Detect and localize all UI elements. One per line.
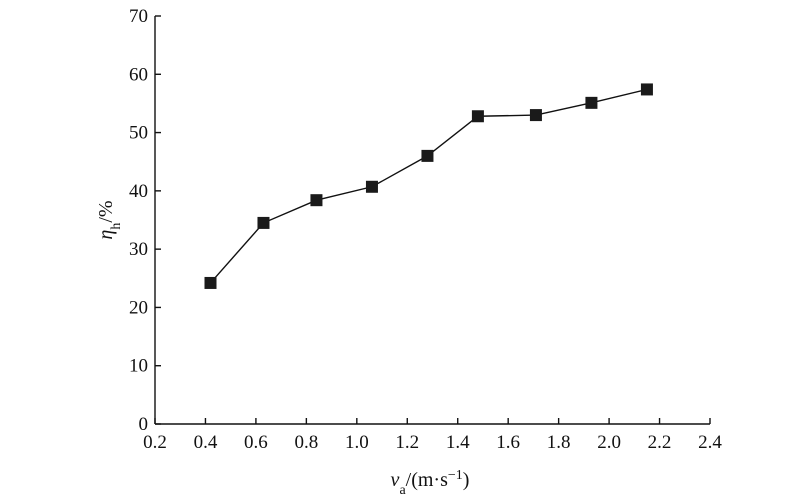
x-axis-subscript: a	[399, 483, 406, 498]
x-tick-label: 0.2	[143, 432, 167, 453]
y-tick-label: 0	[139, 414, 149, 435]
data-point	[640, 83, 653, 96]
y-axis-ticks: 0 10 20 30 40 50 60 70	[129, 6, 161, 435]
x-axis-symbol: v	[391, 469, 400, 491]
x-axis-ticks: 0.2 0.4 0.6 0.8 1.0 1.2 1.4 1.6 1.8 2.0 2.2 2.4	[143, 418, 722, 453]
y-tick-label: 40	[129, 181, 148, 202]
y-axis-title: ηh/%	[95, 200, 124, 239]
data-point	[585, 96, 598, 109]
x-tick-label: 0.8	[294, 432, 318, 453]
plot-area	[154, 16, 710, 425]
y-tick-label: 20	[129, 297, 148, 318]
data-point	[529, 109, 542, 122]
x-tick-label: 2.0	[597, 432, 621, 453]
x-tick-label: 1.4	[446, 432, 470, 453]
y-axis-symbol: η	[95, 230, 117, 240]
data-point	[471, 110, 484, 123]
y-tick-label: 10	[129, 356, 148, 377]
x-tick-label: 2.2	[648, 432, 672, 453]
x-tick-label: 1.8	[547, 432, 571, 453]
x-tick-label: 0.4	[194, 432, 218, 453]
x-tick-label: 1.2	[395, 432, 419, 453]
data-point	[310, 194, 323, 207]
data-point	[257, 216, 270, 229]
y-tick-label: 50	[129, 123, 148, 144]
x-tick-label: 0.6	[244, 432, 268, 453]
data-point	[421, 149, 434, 162]
x-axis-exponent: −1	[448, 468, 463, 483]
x-axis-title: va/(m·s−1)	[391, 468, 470, 498]
series-layer	[204, 83, 653, 289]
x-tick-label: 1.0	[345, 432, 369, 453]
x-axis-close: )	[463, 469, 470, 491]
y-tick-label: 60	[129, 64, 148, 85]
x-tick-label: 1.6	[496, 432, 520, 453]
series-line	[209, 88, 648, 284]
x-tick-label: 2.4	[698, 432, 722, 453]
data-point	[365, 180, 378, 193]
y-axis-subscript: h	[109, 223, 124, 230]
y-axis-unit: /%	[95, 200, 117, 222]
x-axis-unit: /(m·s	[406, 469, 448, 491]
data-point	[204, 276, 217, 289]
y-tick-label: 70	[129, 6, 148, 27]
y-tick-label: 30	[129, 239, 148, 260]
